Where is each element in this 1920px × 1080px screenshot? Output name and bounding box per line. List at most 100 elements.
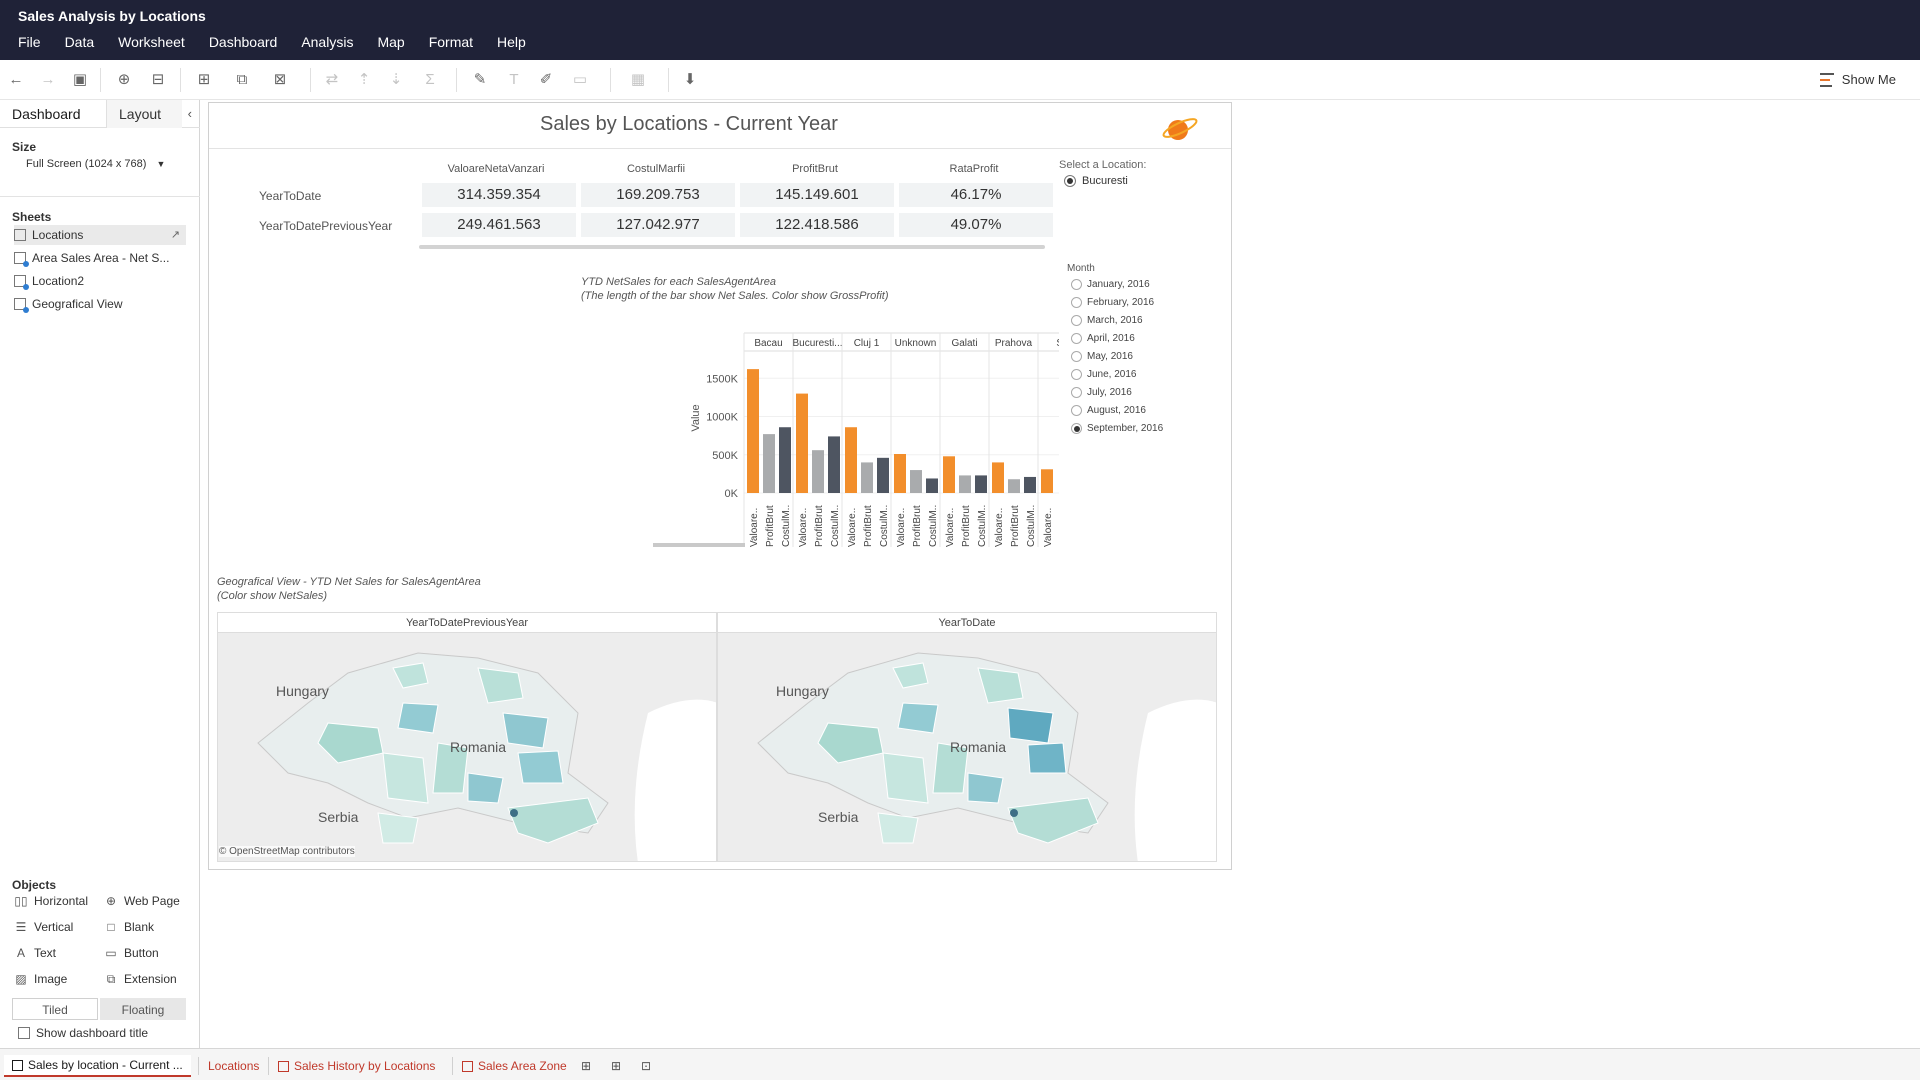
- object-button[interactable]: ▭ Button: [105, 946, 159, 960]
- kpi-cell[interactable]: 314.359.354: [422, 183, 576, 207]
- object-blank[interactable]: □ Blank: [104, 920, 154, 934]
- bar: [992, 462, 1004, 493]
- new-worksheet-icon[interactable]: ⊞: [197, 71, 211, 88]
- month-option-label: February, 2016: [1087, 297, 1155, 308]
- object-horizontal[interactable]: ▯▯ Horizontal: [14, 894, 89, 908]
- object-web-page[interactable]: ⊕ Web Page: [105, 894, 180, 908]
- menu-map[interactable]: Map: [377, 34, 405, 50]
- sheet-tab-sales-by-location[interactable]: Sales by location - Current ...: [4, 1055, 191, 1077]
- sort-descending-icon[interactable]: ⇣: [389, 71, 403, 88]
- map-attribution[interactable]: © OpenStreetMap contributors: [219, 846, 355, 857]
- sheet-item-location2[interactable]: Location2: [14, 271, 186, 291]
- bar-chart-scrollbar[interactable]: [653, 543, 745, 547]
- menu-help[interactable]: Help: [497, 34, 526, 50]
- show-dashboard-title-checkbox[interactable]: Show dashboard title: [18, 1026, 148, 1040]
- month-option-label: March, 2016: [1087, 315, 1143, 326]
- menu-data[interactable]: Data: [64, 34, 95, 50]
- month-option[interactable]: March, 2016: [1071, 315, 1143, 326]
- y-axis-label: Value: [690, 404, 702, 431]
- kpi-cell[interactable]: 127.042.977: [581, 213, 735, 237]
- new-worksheet-icon[interactable]: ⊞: [580, 1059, 592, 1073]
- month-option[interactable]: July, 2016: [1071, 387, 1132, 398]
- map-pane-previous-year[interactable]: YearToDatePreviousYear Hungary Romania S…: [217, 612, 717, 862]
- forward-arrow-icon[interactable]: →: [40, 71, 56, 88]
- sheet-item-geografical-view[interactable]: Geografical View: [14, 294, 186, 314]
- menu-file[interactable]: File: [18, 34, 41, 50]
- month-option[interactable]: August, 2016: [1071, 405, 1146, 416]
- bar-chart[interactable]: 0K 500K 1000K 1500K Value Bacau Valoare.. Profi…: [569, 313, 1059, 559]
- month-filter-title: Month: [1067, 263, 1095, 274]
- x-tick-label: CostulM..: [830, 505, 841, 547]
- show-me-button[interactable]: Show Me: [1819, 72, 1896, 87]
- tab-layout[interactable]: Layout: [106, 100, 182, 128]
- month-option[interactable]: September, 2016: [1071, 423, 1163, 434]
- map-romania[interactable]: [718, 633, 1217, 862]
- dashboard-title: Sales by Locations - Current Year: [540, 113, 838, 135]
- highlight-icon[interactable]: ✎: [473, 71, 487, 88]
- map-caption: Geografical View - YTD Net Sales for Sal…: [217, 575, 481, 603]
- save-icon[interactable]: ▣: [72, 71, 88, 88]
- fit-icon[interactable]: ▭: [572, 71, 588, 88]
- map-romania[interactable]: [218, 633, 717, 862]
- object-extension[interactable]: ⧉ Extension: [104, 972, 177, 986]
- kpi-cell[interactable]: 145.149.601: [740, 183, 894, 207]
- floating-button[interactable]: Floating: [100, 998, 186, 1020]
- menu-analysis[interactable]: Analysis: [301, 34, 354, 50]
- back-arrow-icon[interactable]: ←: [8, 71, 24, 88]
- labels-icon[interactable]: T: [509, 71, 519, 88]
- tiled-button[interactable]: Tiled: [12, 998, 98, 1020]
- kpi-cell[interactable]: 46.17%: [899, 183, 1053, 207]
- pause-updates-icon[interactable]: ⊟: [151, 71, 165, 88]
- size-dropdown[interactable]: Full Screen (1024 x 768) ▼: [26, 158, 165, 170]
- duplicate-sheet-icon[interactable]: ⧉: [236, 71, 248, 88]
- object-vertical[interactable]: ☰ Vertical: [15, 920, 74, 934]
- kpi-scrollbar[interactable]: [419, 245, 1045, 249]
- sheet-item-area-sales[interactable]: Area Sales Area - Net S...: [14, 248, 186, 268]
- map-pane-current-year[interactable]: YearToDate Hungary Romania Serbia: [717, 612, 1217, 862]
- location-option-bucuresti[interactable]: Bucuresti: [1064, 175, 1128, 187]
- month-option[interactable]: February, 2016: [1071, 297, 1154, 308]
- sort-ascending-icon[interactable]: ⇡: [357, 71, 371, 88]
- tab-dashboard[interactable]: Dashboard: [12, 106, 81, 122]
- new-datasource-icon[interactable]: ⊕: [117, 71, 131, 88]
- swap-rows-columns-icon[interactable]: ⇄: [325, 71, 339, 88]
- bar: [796, 393, 808, 493]
- worksheet-used-icon: [14, 275, 29, 290]
- annotate-icon[interactable]: ✐: [539, 71, 553, 88]
- object-text[interactable]: A Text: [14, 946, 56, 960]
- bar: [779, 427, 791, 493]
- clear-sheet-icon[interactable]: ⊠: [273, 71, 287, 88]
- new-dashboard-icon[interactable]: ⊞: [610, 1059, 622, 1073]
- bar-chart-caption-line2: (The length of the bar show Net Sales. C…: [581, 290, 889, 302]
- sheet-tab-sales-area-zone[interactable]: Sales Area Zone: [454, 1055, 575, 1077]
- sheet-tab-locations[interactable]: Locations: [208, 1059, 260, 1073]
- object-image[interactable]: ▨ Image: [15, 972, 68, 986]
- menu-dashboard[interactable]: Dashboard: [208, 34, 278, 50]
- kpi-cell[interactable]: 249.461.563: [422, 213, 576, 237]
- month-option[interactable]: April, 2016: [1071, 333, 1135, 344]
- month-option[interactable]: May, 2016: [1071, 351, 1133, 362]
- show-dashboard-title-label: Show dashboard title: [36, 1026, 149, 1040]
- totals-icon[interactable]: Σ: [425, 71, 435, 88]
- card-icon[interactable]: ▦: [630, 71, 646, 88]
- menu-worksheet[interactable]: Worksheet: [118, 34, 185, 50]
- month-option[interactable]: January, 2016: [1071, 279, 1150, 290]
- title-bar: Sales Analysis by Locations File Data Wo…: [0, 0, 1920, 60]
- month-option[interactable]: June, 2016: [1071, 369, 1137, 380]
- kpi-cell[interactable]: 49.07%: [899, 213, 1053, 237]
- text-icon: A: [16, 946, 25, 960]
- radio-icon: [1071, 387, 1082, 398]
- open-sheet-icon[interactable]: ↗: [170, 229, 180, 241]
- menu-format[interactable]: Format: [428, 34, 474, 50]
- sheet-tab-sales-history[interactable]: Sales History by Locations: [270, 1055, 443, 1077]
- new-story-icon[interactable]: ⊡: [640, 1059, 652, 1073]
- bar: [828, 436, 840, 493]
- sheet-item-locations[interactable]: Locations ↗: [14, 225, 186, 245]
- show-me-icon: [1819, 72, 1834, 87]
- worksheet-used-icon: [14, 252, 29, 267]
- kpi-cell[interactable]: 169.209.753: [581, 183, 735, 207]
- collapse-panel-icon[interactable]: ‹: [187, 106, 192, 121]
- presentation-mode-icon[interactable]: ⬇: [683, 71, 697, 88]
- kpi-cell[interactable]: 122.418.586: [740, 213, 894, 237]
- pane-header: Su: [1056, 338, 1059, 349]
